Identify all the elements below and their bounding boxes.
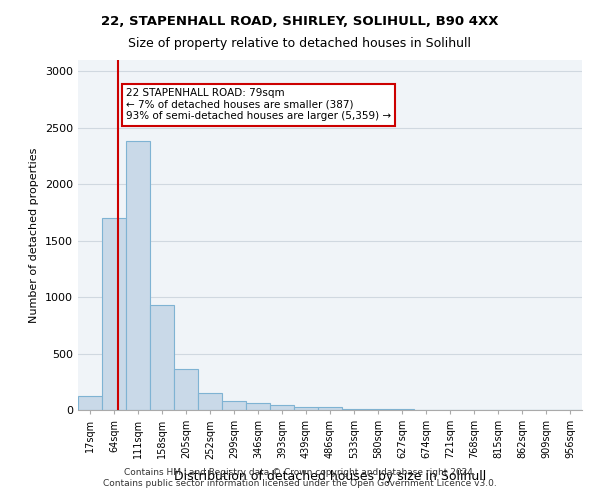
Text: 22 STAPENHALL ROAD: 79sqm
← 7% of detached houses are smaller (387)
93% of semi-: 22 STAPENHALL ROAD: 79sqm ← 7% of detach… <box>126 88 391 122</box>
Bar <box>126 142 150 410</box>
Bar <box>270 405 294 410</box>
Bar <box>78 396 102 410</box>
Bar <box>102 218 126 410</box>
Text: Contains HM Land Registry data © Crown copyright and database right 2024.
Contai: Contains HM Land Registry data © Crown c… <box>103 468 497 487</box>
Bar <box>198 392 222 410</box>
Bar <box>318 407 342 410</box>
Bar <box>294 406 318 410</box>
Bar <box>174 370 198 410</box>
Bar <box>342 409 366 410</box>
Bar <box>222 401 246 410</box>
Bar <box>366 409 390 410</box>
X-axis label: Distribution of detached houses by size in Solihull: Distribution of detached houses by size … <box>174 470 486 482</box>
Text: Size of property relative to detached houses in Solihull: Size of property relative to detached ho… <box>128 38 472 51</box>
Y-axis label: Number of detached properties: Number of detached properties <box>29 148 40 322</box>
Bar <box>150 305 174 410</box>
Bar <box>246 403 270 410</box>
Text: 22, STAPENHALL ROAD, SHIRLEY, SOLIHULL, B90 4XX: 22, STAPENHALL ROAD, SHIRLEY, SOLIHULL, … <box>101 15 499 28</box>
